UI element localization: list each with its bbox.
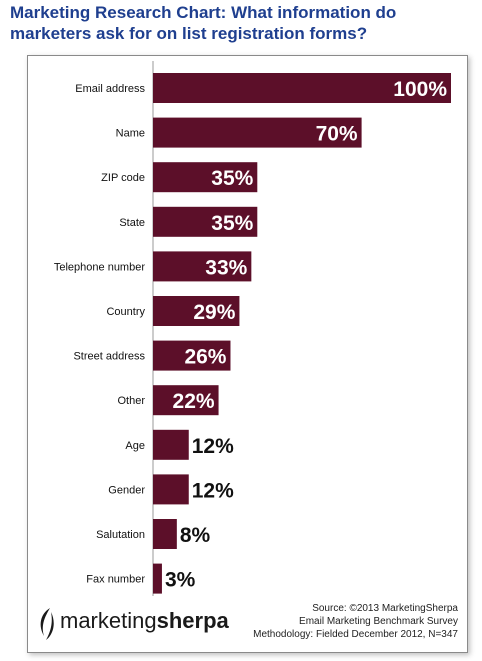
value-label: 70% — [316, 123, 358, 146]
category-label: Salutation — [96, 529, 145, 541]
value-label: 8% — [180, 524, 211, 547]
category-label: Fax number — [86, 574, 145, 586]
bar — [153, 296, 240, 326]
value-label: 22% — [173, 390, 215, 413]
category-label: ZIP code — [101, 172, 145, 184]
category-label: Gender — [108, 484, 145, 496]
bar-chart: Email address 100% Name 70% ZIP code 35% State… — [54, 61, 451, 596]
bar — [153, 117, 362, 148]
category-label: Email address — [75, 83, 145, 95]
value-label: 33% — [205, 256, 247, 279]
bar — [153, 340, 231, 371]
value-label: 35% — [211, 167, 253, 190]
source-line-3: Methodology: Fielded December 2012, N=34… — [253, 629, 458, 640]
category-label: State — [119, 217, 145, 229]
source-line-1: Source: ©2013 MarketingSherpa — [312, 603, 458, 614]
value-label: 35% — [211, 212, 253, 235]
chart-panel: Email address 100% Name 70% ZIP code 35% State… — [27, 55, 468, 653]
value-label: 100% — [393, 78, 447, 101]
chart-title: Marketing Research Chart: What informati… — [10, 3, 397, 43]
value-label: 12% — [192, 435, 234, 458]
bar — [153, 162, 258, 193]
bar — [153, 73, 451, 103]
bar — [153, 474, 189, 505]
value-label: 3% — [165, 569, 196, 592]
bar — [153, 429, 189, 460]
category-label: Country — [106, 306, 145, 318]
bar — [153, 563, 162, 594]
logo-prefix: marketing — [60, 608, 157, 633]
bar — [153, 251, 252, 282]
value-label: 12% — [192, 479, 234, 502]
logo-mark-icon — [40, 608, 54, 640]
category-label: Other — [117, 395, 145, 407]
source-note: Source: ©2013 MarketingSherpa Email Mark… — [253, 602, 458, 641]
source-line-2: Email Marketing Benchmark Survey — [299, 616, 458, 627]
bar — [153, 519, 177, 549]
category-label: Street address — [73, 351, 145, 363]
value-label: 26% — [184, 346, 226, 369]
category-label: Age — [125, 440, 145, 452]
category-label: Telephone number — [54, 261, 145, 273]
bar — [153, 206, 258, 237]
logo-brand: sherpa — [156, 608, 229, 633]
logo-text: marketingsherpa — [60, 608, 229, 634]
category-label: Name — [116, 128, 145, 140]
value-label: 29% — [193, 301, 235, 324]
bar — [153, 385, 219, 416]
